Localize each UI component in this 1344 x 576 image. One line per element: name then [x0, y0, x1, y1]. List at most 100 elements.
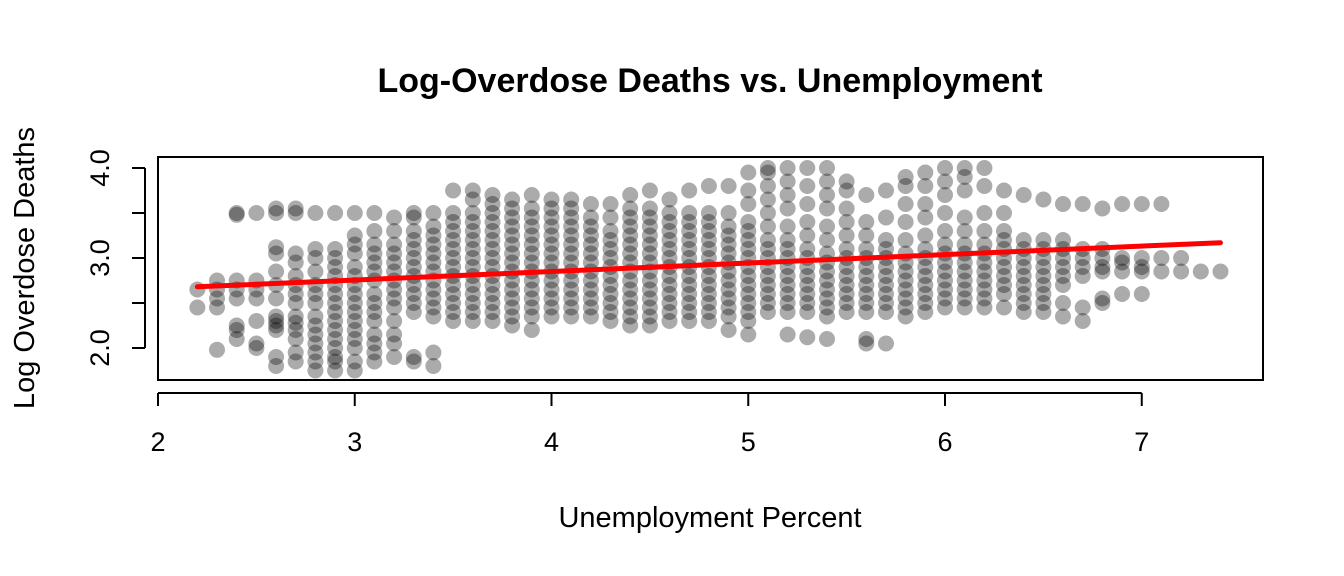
- data-point: [937, 223, 953, 239]
- data-point: [425, 344, 442, 361]
- data-point: [937, 281, 953, 298]
- data-point: [425, 281, 442, 298]
- data-point: [996, 232, 1012, 248]
- data-point: [543, 236, 560, 253]
- data-point: [504, 308, 521, 325]
- data-point: [622, 245, 639, 262]
- data-point: [602, 286, 619, 302]
- data-point: [937, 263, 953, 280]
- data-point: [366, 223, 383, 239]
- data-point: [523, 200, 540, 217]
- data-point: [858, 277, 875, 293]
- data-point: [878, 268, 894, 284]
- data-point: [366, 205, 383, 221]
- data-point: [307, 362, 324, 379]
- data-point: [405, 353, 422, 370]
- points-layer: [189, 160, 1229, 379]
- data-point: [956, 290, 973, 307]
- data-point: [779, 286, 796, 302]
- data-point: [622, 317, 639, 334]
- data-point: [897, 281, 914, 298]
- data-point: [543, 200, 560, 217]
- data-point: [464, 295, 481, 311]
- data-point: [366, 236, 383, 253]
- data-point: [484, 259, 501, 275]
- data-point: [779, 232, 796, 248]
- data-point: [386, 245, 403, 262]
- data-point: [484, 250, 501, 266]
- data-point: [681, 277, 698, 293]
- data-point: [268, 205, 285, 221]
- data-point: [1094, 259, 1111, 275]
- data-point: [779, 326, 796, 343]
- data-point: [563, 281, 580, 298]
- data-point: [1055, 268, 1071, 284]
- data-point: [897, 299, 914, 316]
- data-point: [799, 286, 816, 302]
- data-point: [327, 259, 344, 275]
- data-point: [937, 187, 953, 203]
- data-point: [1094, 295, 1111, 311]
- data-point: [563, 227, 580, 244]
- data-point: [484, 304, 501, 320]
- data-point: [582, 272, 599, 289]
- data-point: [602, 241, 619, 257]
- x-tick-label: 4: [544, 427, 559, 457]
- data-point: [976, 299, 993, 316]
- data-point: [523, 245, 540, 262]
- data-point: [307, 308, 324, 325]
- data-point: [405, 205, 422, 221]
- data-point: [1094, 263, 1111, 280]
- data-point: [759, 277, 776, 293]
- data-point: [464, 277, 481, 293]
- data-point: [582, 227, 599, 244]
- data-point: [878, 295, 894, 311]
- data-point: [445, 286, 462, 302]
- data-point: [819, 160, 835, 176]
- data-point: [1055, 295, 1071, 311]
- data-point: [897, 169, 914, 185]
- data-point: [838, 295, 855, 311]
- data-point: [1035, 304, 1052, 320]
- data-point: [346, 313, 363, 329]
- data-point: [622, 187, 639, 203]
- data-point: [504, 227, 521, 244]
- data-point: [838, 259, 855, 275]
- data-point: [405, 304, 422, 320]
- data-point: [346, 286, 363, 302]
- data-point: [622, 281, 639, 298]
- data-point: [1074, 299, 1091, 316]
- data-point: [1055, 196, 1071, 212]
- data-point: [700, 223, 717, 239]
- data-point: [1173, 250, 1190, 266]
- data-point: [405, 223, 422, 239]
- data-point: [878, 286, 894, 302]
- data-point: [582, 299, 599, 316]
- data-point: [307, 263, 324, 280]
- data-point: [346, 227, 363, 244]
- data-point: [976, 281, 993, 298]
- data-point: [917, 286, 934, 302]
- data-point: [307, 286, 324, 302]
- data-point: [838, 182, 855, 199]
- data-point: [523, 281, 540, 298]
- data-point: [622, 227, 639, 244]
- data-point: [700, 250, 717, 266]
- data-point: [622, 209, 639, 226]
- data-point: [602, 250, 619, 266]
- data-point: [464, 313, 481, 329]
- data-point: [386, 209, 403, 226]
- data-point: [464, 214, 481, 230]
- data-point: [425, 299, 442, 316]
- data-point: [1074, 259, 1091, 275]
- data-point: [641, 182, 658, 199]
- data-point: [346, 322, 363, 338]
- data-point: [445, 182, 462, 199]
- data-point: [779, 277, 796, 293]
- data-point: [799, 329, 816, 346]
- data-point: [484, 277, 501, 293]
- data-point: [248, 313, 265, 329]
- data-point: [307, 353, 324, 370]
- data-point: [858, 286, 875, 302]
